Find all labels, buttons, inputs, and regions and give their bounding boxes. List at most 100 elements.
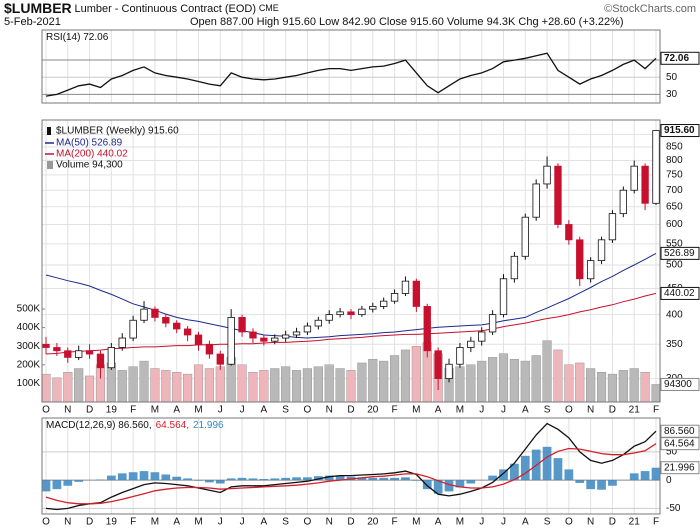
exchange: CME: [259, 3, 279, 13]
candle-body: [467, 340, 475, 348]
histogram-bar: [488, 475, 497, 481]
candle-body: [390, 293, 399, 302]
histogram-bar: [161, 474, 171, 481]
x-tick-label: A: [522, 517, 529, 528]
x-tick-label: S: [544, 517, 551, 528]
x-tick-label: A: [173, 517, 180, 528]
x-tick-label: M: [456, 517, 464, 528]
candle-body: [173, 322, 181, 330]
volume-tick-label: 200K: [17, 359, 41, 370]
x-tick-label: S: [282, 405, 289, 416]
legend-entry: RSI(14) 72.06: [46, 32, 109, 43]
x-tick-label: F: [392, 405, 398, 416]
x-tick-label: F: [130, 405, 136, 416]
y-tick-label: 650: [666, 201, 683, 212]
histogram-bar: [335, 475, 345, 481]
x-tick-label: 19: [106, 517, 118, 528]
volume-bar: [368, 359, 378, 403]
rsi-panel: [41, 29, 661, 104]
x-tick-label: O: [565, 405, 573, 416]
candle-body: [205, 343, 214, 355]
histogram-bar: [281, 477, 290, 481]
candle-body: [260, 337, 268, 342]
y-tick-label: 50: [666, 447, 678, 458]
volume-bar: [335, 368, 345, 403]
x-tick-label: M: [194, 517, 202, 528]
last-value-box: [660, 461, 700, 475]
x-tick-label: J: [479, 517, 484, 528]
candle-body: [445, 363, 453, 379]
x-tick-label: N: [64, 405, 71, 416]
histogram-bar: [74, 480, 84, 482]
symbol: $LUMBER: [4, 0, 72, 16]
candle-body: [488, 314, 497, 333]
legend: RSI(14) 72.06: [46, 32, 109, 43]
volume-bar: [477, 360, 487, 403]
candle-body: [434, 350, 442, 379]
histogram-bar: [455, 480, 465, 488]
volume-bar: [651, 384, 661, 403]
histogram-bar: [139, 471, 149, 481]
line-series: [45, 422, 657, 511]
x-tick-label: D: [609, 517, 616, 528]
histogram-bar: [651, 467, 661, 481]
x-tick-label: O: [304, 517, 312, 528]
x-tick-label: A: [522, 405, 529, 416]
x-tick-label: D: [86, 405, 93, 416]
candle-body: [412, 280, 421, 307]
credit: ©StockCharts.com: [604, 3, 696, 15]
candle-body: [292, 331, 301, 336]
candle-body: [303, 325, 312, 333]
volume-bar: [193, 364, 204, 403]
candle-body: [369, 306, 377, 310]
y-tick-label: 50: [666, 72, 678, 83]
x-tick-label: O: [42, 405, 50, 416]
x-tick-label: F: [130, 517, 136, 528]
candle-body: [652, 130, 660, 204]
candle-body: [478, 331, 486, 342]
histogram-bar: [379, 477, 389, 481]
histogram-bar: [401, 477, 410, 481]
x-tick-label: M: [151, 405, 159, 416]
x-tick-label: N: [587, 405, 594, 416]
x-tick-label: N: [64, 517, 71, 528]
legend-icon: [47, 127, 51, 135]
volume-bar: [455, 366, 465, 403]
last-value-label: 64.564: [664, 438, 695, 449]
volume-bar: [215, 366, 225, 403]
volume-bar: [357, 362, 367, 403]
candle-body: [554, 165, 562, 225]
volume-bar: [281, 366, 291, 403]
histogram-bar: [575, 480, 585, 483]
x-tick-label: D: [347, 405, 354, 416]
candle-body: [227, 317, 235, 365]
last-value-box: [660, 437, 700, 451]
x-tick-label: M: [194, 405, 202, 416]
x-tick-label: A: [261, 405, 268, 416]
candle-body: [336, 311, 344, 316]
last-value-box: [660, 51, 700, 65]
histogram-bar: [172, 476, 182, 481]
volume-bar: [400, 349, 411, 403]
macd-panel: [41, 417, 661, 515]
volume-bar: [488, 357, 498, 403]
x-tick-label: A: [261, 517, 268, 528]
histogram-bar: [194, 480, 203, 481]
x-tick-label: M: [456, 405, 464, 416]
volume-bar: [629, 368, 639, 403]
last-value-label: 526.89: [664, 248, 695, 259]
line-series: [45, 292, 657, 355]
x-tick-label: J: [240, 405, 245, 416]
last-value-label: 440.02: [664, 288, 695, 299]
candle-body: [423, 306, 431, 352]
line-series: [45, 52, 657, 97]
histogram-bar: [368, 477, 378, 481]
histogram-bar: [564, 469, 574, 481]
volume-bar: [150, 368, 160, 403]
date: 5-Feb-2021: [4, 16, 61, 28]
candle-body: [358, 308, 366, 316]
volume-bar: [139, 360, 149, 403]
histogram-bar: [640, 471, 650, 481]
volume-bar: [128, 366, 138, 403]
histogram-bar: [63, 480, 73, 486]
